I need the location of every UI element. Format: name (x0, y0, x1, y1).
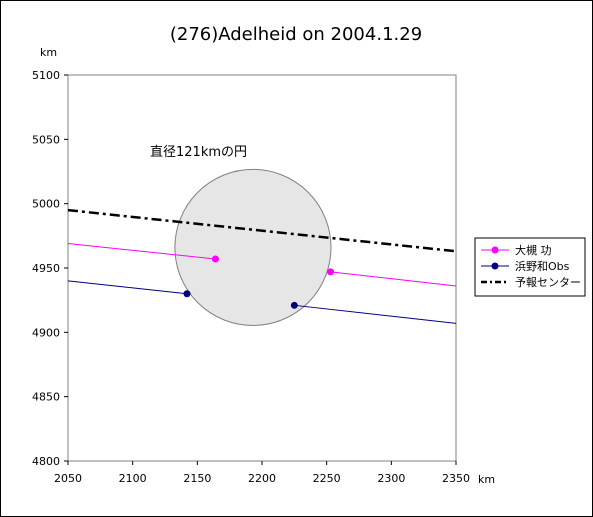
y-axis-unit-label: km (40, 46, 57, 59)
y-tick-label: 4900 (32, 326, 60, 339)
legend-label: 予報センター (515, 276, 581, 289)
y-tick-label: 4850 (32, 391, 60, 404)
series-0-line-segment (67, 243, 216, 260)
series-layer (67, 208, 457, 324)
legend-swatch-marker (491, 262, 499, 270)
y-tick-label: 5100 (32, 69, 60, 82)
y-axis-ticks: 4800 4850 4900 4950 5000 5050 5100 (32, 69, 68, 468)
series-1-point (183, 290, 191, 298)
x-tick-label: 2150 (183, 472, 211, 485)
y-tick-label: 5000 (32, 198, 60, 211)
y-tick-label: 4800 (32, 455, 60, 468)
y-tick-label: 4950 (32, 262, 60, 275)
chart-title: (276)Adelheid on 2004.1.29 (170, 24, 422, 45)
x-tick-label: 2100 (119, 472, 147, 485)
x-tick-label: 2050 (54, 472, 82, 485)
x-axis-unit-label: km (478, 473, 495, 486)
circle-annotation-label: 直径121kmの円 (150, 145, 247, 160)
x-tick-label: 2250 (313, 472, 341, 485)
series-1-point (290, 301, 298, 309)
series-0-point (327, 268, 335, 276)
diameter-circle (174, 168, 332, 326)
x-axis-ticks: 2050 2100 2150 2200 2250 2300 2350 (54, 461, 470, 485)
series-1-line-segment (67, 280, 188, 295)
legend-label: 大槻 功 (515, 243, 552, 257)
series-2-line-segment (67, 208, 457, 253)
series-1-line-segment (294, 304, 457, 324)
series-0-line-segment (330, 271, 457, 287)
legend-swatch-marker (491, 246, 499, 254)
series-0-point (211, 255, 219, 263)
x-tick-label: 2350 (442, 472, 470, 485)
legend-label: 浜野和Obs (515, 260, 570, 273)
x-tick-label: 2200 (248, 472, 276, 485)
x-tick-label: 2300 (377, 472, 405, 485)
y-tick-label: 5050 (32, 133, 60, 146)
